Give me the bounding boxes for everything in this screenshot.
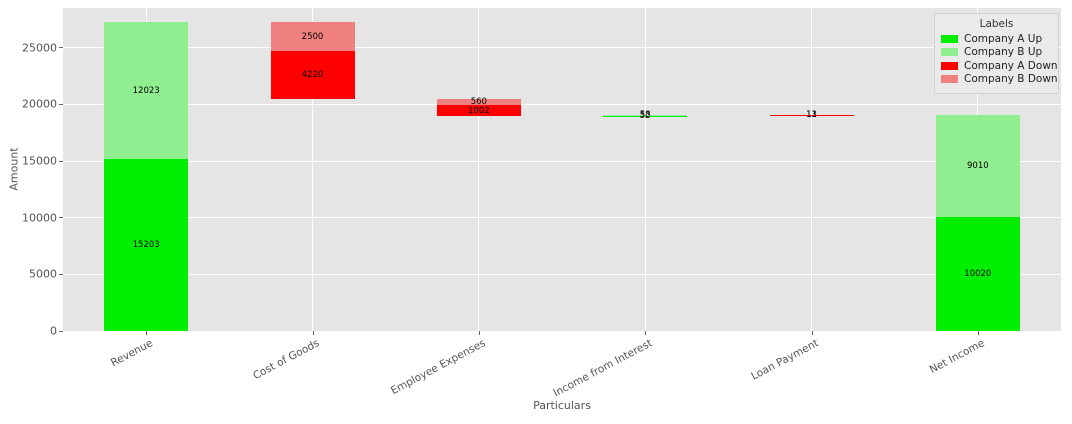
bar-value-label: 52 (639, 110, 651, 121)
y-tick-mark (59, 330, 63, 332)
gridline-vertical (644, 8, 646, 331)
x-tick-mark (146, 331, 148, 335)
y-tick-label: 5000 (29, 267, 57, 281)
bar-segment-company-a-up (935, 217, 1020, 331)
x-tick-mark (977, 331, 979, 335)
bar-segment-company-b-up (935, 115, 1020, 218)
y-tick-label: 0 (50, 324, 57, 338)
legend-swatch (941, 48, 958, 57)
gridline-horizontal (63, 273, 1061, 275)
x-axis-label: Particulars (533, 399, 591, 412)
x-tick-mark (478, 331, 480, 335)
bar-value-label: 10020 (964, 268, 992, 279)
y-tick-mark (59, 160, 63, 162)
legend-entry-label: Company A Down (964, 59, 1058, 72)
bar-segment-company-a-down (270, 50, 355, 99)
x-tick-mark (312, 331, 314, 335)
gridline-vertical (811, 8, 812, 331)
y-axis-label: Amount (7, 147, 21, 191)
bar-segment-company-b-down (436, 98, 521, 105)
y-tick-mark (59, 217, 63, 219)
bar-value-label: 13 (806, 110, 817, 120)
legend-title: Labels (979, 18, 1014, 30)
bar-value-label: 4220 (301, 69, 324, 80)
legend-entry-label: Company B Down (964, 73, 1058, 86)
y-tick-mark (59, 47, 63, 49)
bar-value-label: 2500 (301, 31, 324, 42)
x-tick-mark (645, 331, 647, 335)
bar-segment-company-a-up (104, 158, 189, 331)
legend-entry: Company A Down (941, 61, 1058, 72)
gridline-vertical (478, 8, 480, 331)
x-tick-label: Income from Interest (551, 337, 655, 400)
bar-value-label: 58 (639, 110, 651, 121)
legend-entry: Company A Up (941, 34, 1052, 45)
x-tick-label: Employee Expenses (389, 337, 489, 398)
x-tick-mark (811, 331, 813, 335)
x-tick-label: Cost of Goods (251, 337, 322, 383)
y-tick-mark (59, 103, 63, 105)
gridline-horizontal (63, 160, 1061, 162)
y-tick-label: 10000 (22, 211, 57, 225)
bar-value-label: 9010 (967, 161, 989, 172)
gridline-horizontal (63, 217, 1061, 219)
y-tick-label: 25000 (22, 41, 57, 55)
legend-entry: Company B Down (941, 74, 1058, 85)
legend: Labels Company A Up Company B Up Company A… (934, 13, 1059, 94)
legend-entry: Company B Up (941, 47, 1052, 58)
legend-swatch (941, 34, 958, 43)
bar-segment-company-a-up (603, 115, 688, 117)
legend-swatch (941, 61, 958, 70)
bar-value-label: 1002 (468, 105, 490, 116)
y-tick-mark (59, 273, 63, 275)
legend-entry-label: Company B Up (964, 46, 1043, 59)
bar-value-label: 15203 (132, 239, 160, 250)
bar-segment-company-b-up (603, 115, 688, 116)
bar-segment-company-a-down (436, 104, 521, 117)
y-tick-label: 20000 (22, 97, 57, 111)
plot-area: 15203 12023 2500 4220 560 1002 52 58 11 13 10020 90… (63, 8, 1061, 332)
x-tick-label: Revenue (109, 337, 156, 370)
legend-entries: Company A Up Company B Up Company A Down Co… (941, 34, 1058, 85)
legend-entry-label: Company A Up (964, 32, 1043, 45)
bar-segment-company-b-down (270, 22, 355, 51)
bar-segment-company-b-up (104, 22, 189, 159)
gridline-horizontal (63, 103, 1061, 105)
x-tick-label: Net Income (928, 337, 988, 377)
bar-value-label: 11 (806, 109, 817, 120)
bar-value-label: 12023 (132, 85, 160, 96)
bar-value-label: 560 (470, 96, 487, 107)
gridline-horizontal (63, 330, 1061, 332)
gridline-horizontal (63, 47, 1061, 49)
y-tick-label: 15000 (22, 154, 57, 168)
legend-swatch (941, 75, 958, 84)
gridline-vertical (312, 8, 313, 331)
x-tick-label: Loan Payment (749, 337, 821, 383)
